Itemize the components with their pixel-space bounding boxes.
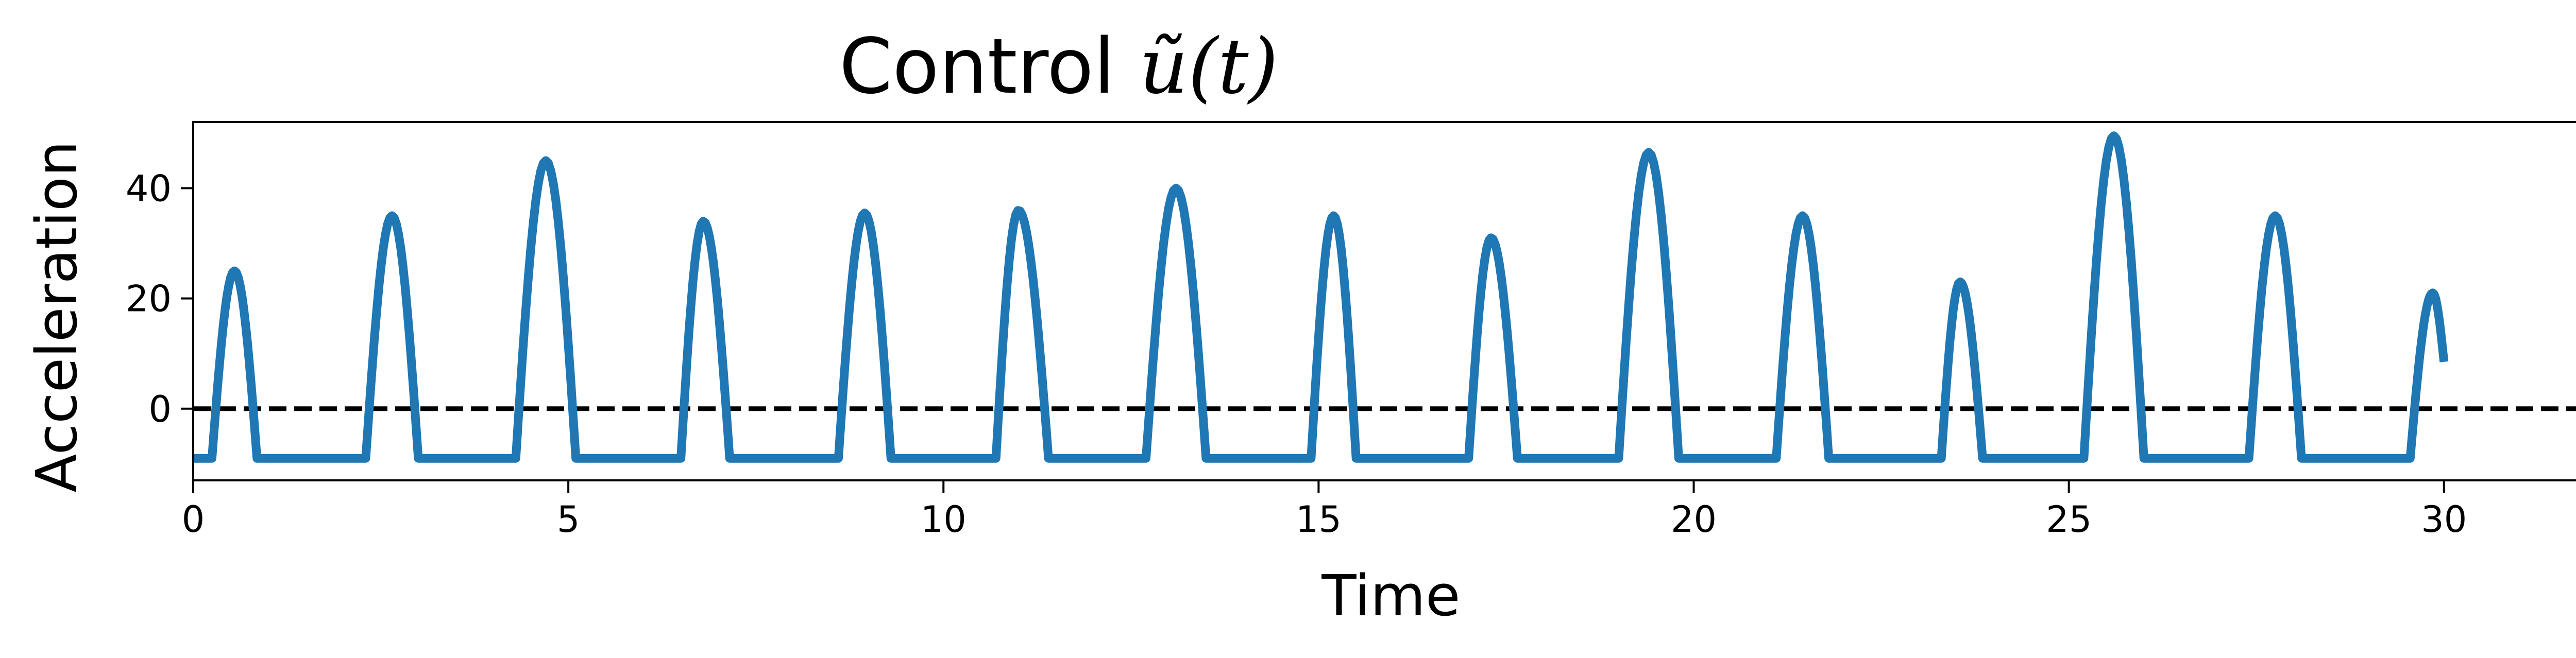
x-tick-label: 0	[182, 498, 205, 541]
x-tick-label: 15	[1296, 498, 1342, 541]
x-tick-label: 30	[2421, 498, 2467, 541]
y-tick-label: 40	[126, 167, 172, 210]
series-layer	[193, 131, 2449, 463]
chart-title-text: Control	[839, 22, 1139, 111]
series-line	[193, 131, 2449, 463]
chart-title-math: ũ(t)	[1139, 22, 1278, 111]
y-axis-label: Acceleration	[24, 141, 90, 493]
x-tick-label: 25	[2046, 498, 2092, 541]
y-tick-label: 20	[126, 278, 172, 320]
x-tick-label: 5	[557, 498, 580, 541]
x-tick-label: 10	[921, 498, 967, 541]
plot-area	[192, 121, 2576, 481]
axes-frame	[192, 121, 2576, 481]
x-axis-label: Time	[1321, 563, 1460, 629]
y-tick-label: 0	[148, 388, 172, 430]
chart-title: Control ũ(t)	[839, 22, 1278, 111]
x-tick-label: 20	[1671, 498, 1717, 541]
x-axis: 0 5 10 15 20 25 30	[182, 480, 2467, 541]
y-axis: 0 20 40	[126, 167, 193, 430]
